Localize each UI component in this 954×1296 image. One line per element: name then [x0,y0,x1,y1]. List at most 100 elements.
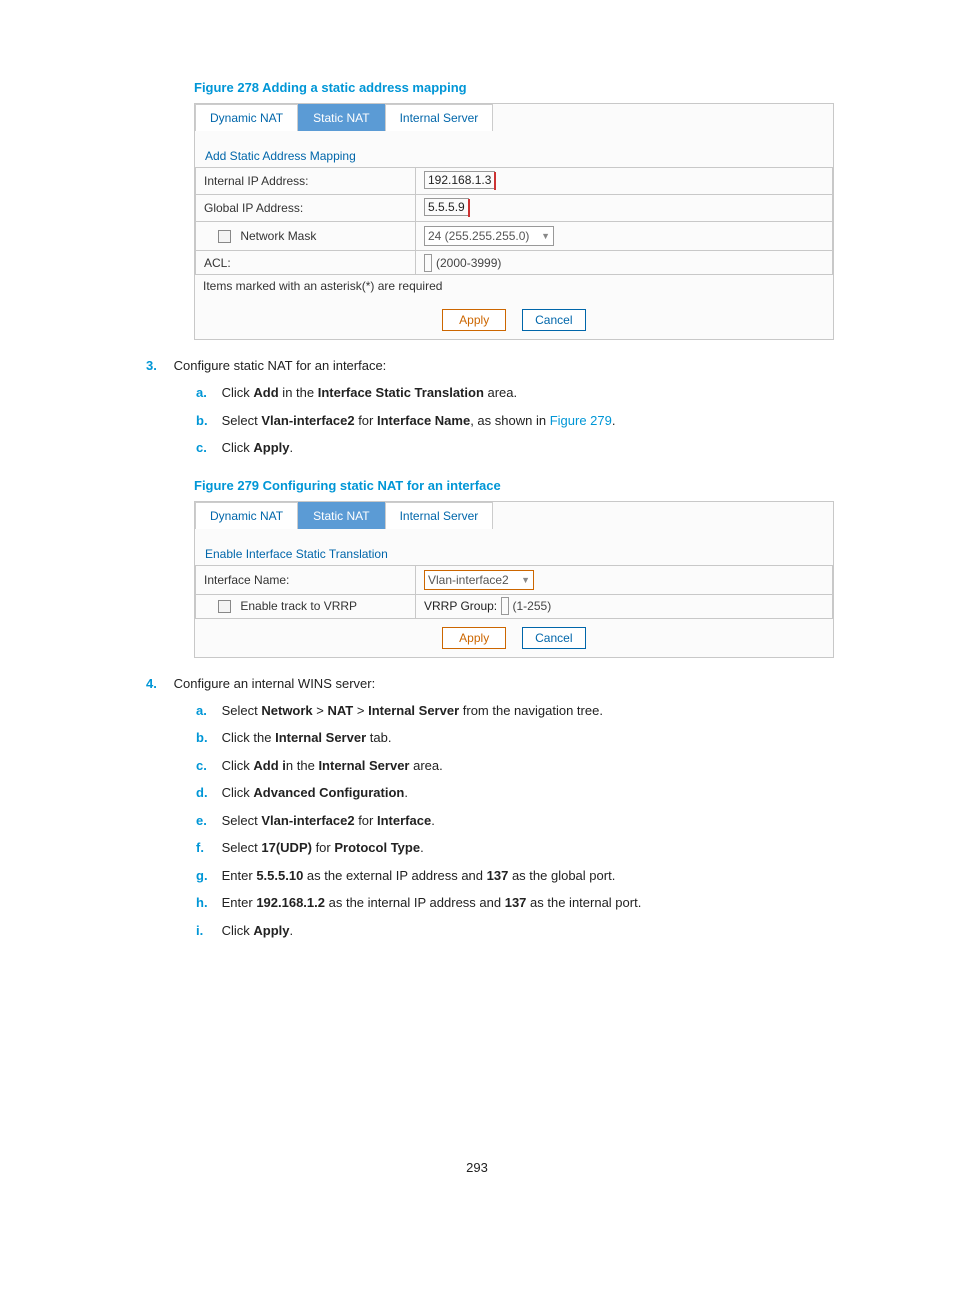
step-4d: d. Click Advanced Configuration. [196,783,854,803]
bold-vlan: Vlan-interface2 [261,413,354,428]
bold: Internal Server [318,758,409,773]
figure-278-form: Internal IP Address: 192.168.1.3 Global … [195,167,833,275]
letter: a. [196,701,218,721]
figure-279-section-title: Enable Interface Static Translation [195,529,833,565]
text: area. [484,385,517,400]
bold: Internal Server [275,730,366,745]
vrrp-group-label: VRRP Group: [424,599,497,613]
text: . [290,923,294,938]
figure-279-caption: Figure 279 Configuring static NAT for an… [194,478,854,493]
text: as the internal port. [526,895,641,910]
bold: 137 [487,868,509,883]
figure-278-caption: Figure 278 Adding a static address mappi… [194,80,854,95]
netmask-select[interactable]: 24 (255.255.255.0) ▼ [424,226,554,246]
bold: 137 [505,895,527,910]
step-3: 3. Configure static NAT for an interface… [146,358,854,458]
step-3a-letter: a. [196,383,218,403]
bold-area: Interface Static Translation [318,385,484,400]
text: Enter [222,868,257,883]
text: Select [222,413,262,428]
text: area. [409,758,442,773]
letter: d. [196,783,218,803]
text: Click [222,785,254,800]
text: for [355,413,377,428]
letter: e. [196,811,218,831]
required-marker [468,199,470,217]
netmask-label: Network Mask [240,229,316,243]
text: for [355,813,377,828]
bold: Protocol Type [334,840,420,855]
acl-input[interactable] [424,254,432,272]
apply-button[interactable]: Apply [442,309,506,331]
text: > [313,703,328,718]
text: Click the [222,730,275,745]
step-3-number: 3. [146,358,170,373]
step-3a: a. Click Add in the Interface Static Tra… [196,383,854,403]
apply-button[interactable]: Apply [442,627,506,649]
bold: Internal Server [368,703,459,718]
figure-278-panel: Dynamic NAT Static NAT Internal Server A… [194,103,834,340]
ifname-label: Interface Name: [196,565,416,594]
chevron-down-icon: ▼ [521,575,530,585]
text: as the internal IP address and [325,895,505,910]
tab-dynamic-nat[interactable]: Dynamic NAT [195,104,298,131]
cancel-button[interactable]: Cancel [522,627,586,649]
step-4b: b. Click the Internal Server tab. [196,728,854,748]
text: . [290,440,294,455]
text: Select [222,703,262,718]
step-4-text: Configure an internal WINS server: [174,676,376,691]
text: from the navigation tree. [459,703,603,718]
vrrp-group-input[interactable] [501,597,509,615]
text: > [353,703,368,718]
ifname-value: Vlan-interface2 [428,573,509,587]
text: Select [222,840,262,855]
step-3b-letter: b. [196,411,218,431]
page-number: 293 [100,1160,854,1175]
bold: Advanced Configuration [253,785,404,800]
tab-static-nat[interactable]: Static NAT [298,502,384,529]
bold: Add i [253,758,286,773]
step-3-text: Configure static NAT for an interface: [174,358,387,373]
letter: b. [196,728,218,748]
bold: NAT [328,703,354,718]
bold: Vlan-interface2 [261,813,354,828]
vrrp-checkbox[interactable] [218,600,231,613]
acl-range: (2000-3999) [436,256,501,270]
figure-278-section-title: Add Static Address Mapping [195,131,833,167]
step-4-number: 4. [146,676,170,691]
text: n the [286,758,319,773]
letter: h. [196,893,218,913]
text: . [431,813,435,828]
bold-ifname: Interface Name [377,413,470,428]
global-ip-input[interactable]: 5.5.5.9 [424,198,469,216]
step-4e: e. Select Vlan-interface2 for Interface. [196,811,854,831]
netmask-checkbox[interactable] [218,230,231,243]
step-4g: g. Enter 5.5.5.10 as the external IP add… [196,866,854,886]
ifname-select[interactable]: Vlan-interface2 ▼ [424,570,534,590]
bold: 192.168.1.2 [256,895,325,910]
internal-ip-label: Internal IP Address: [196,168,416,195]
cancel-button[interactable]: Cancel [522,309,586,331]
step-4c: c. Click Add in the Internal Server area… [196,756,854,776]
required-note: Items marked with an asterisk(*) are req… [195,275,833,301]
tab-internal-server[interactable]: Internal Server [385,502,494,529]
global-ip-label: Global IP Address: [196,195,416,222]
bold-apply: Apply [253,440,289,455]
figure-279-form: Interface Name: Vlan-interface2 ▼ Enable… [195,565,833,619]
tab-dynamic-nat[interactable]: Dynamic NAT [195,502,298,529]
step-4f: f. Select 17(UDP) for Protocol Type. [196,838,854,858]
tab-static-nat[interactable]: Static NAT [298,104,384,131]
step-4: 4. Configure an internal WINS server: a.… [146,676,854,941]
internal-ip-input[interactable]: 192.168.1.3 [424,171,495,189]
text: . [420,840,424,855]
tab-internal-server[interactable]: Internal Server [385,104,494,131]
text: tab. [366,730,391,745]
figure-279-link[interactable]: Figure 279 [550,413,612,428]
bold: Apply [253,923,289,938]
text: in the [279,385,318,400]
bold: Network [261,703,312,718]
bold: 5.5.5.10 [256,868,303,883]
chevron-down-icon: ▼ [541,231,550,241]
figure-278-tabs: Dynamic NAT Static NAT Internal Server [195,104,833,131]
step-4a: a. Select Network > NAT > Internal Serve… [196,701,854,721]
